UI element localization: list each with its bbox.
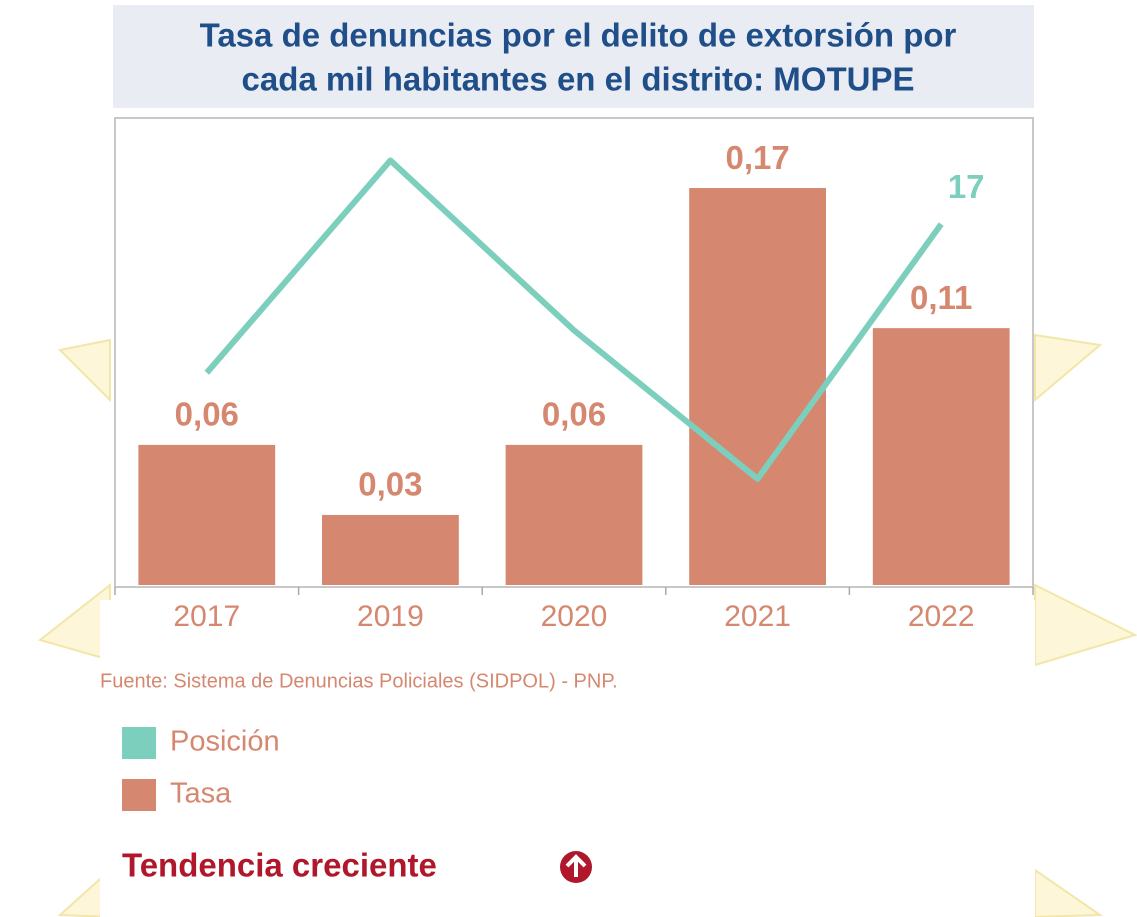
chart-title: cada mil habitantes en el distrito: MOTU… [242,61,915,98]
data-label: 0,17 [725,139,789,176]
data-label: 0,06 [542,396,606,433]
x-tick-label: 2017 [173,600,240,633]
trend-icon [560,851,592,883]
data-label: 0,03 [358,466,422,503]
bar [689,188,826,586]
x-tick-label: 2021 [724,600,791,633]
background-decoration [37,333,1137,917]
chart-title: Tasa de denuncias por el delito de extor… [200,17,957,54]
bar [872,328,1010,585]
x-tick-label: 2019 [357,600,424,633]
x-tick-label: 2020 [541,600,608,633]
legend-label: Tasa [170,778,232,810]
data-label: 0,11 [910,279,972,316]
data-label: 17 [948,168,985,205]
bar [505,444,643,585]
bar [138,444,276,585]
x-tick-label: 2022 [908,600,975,633]
line [204,157,944,482]
data-label: 0,06 [175,396,239,433]
legend-label: Posición [170,726,280,758]
legend-swatch [122,727,156,759]
title-box [113,5,1034,108]
trend-label: Tendencia creciente [122,847,437,884]
legend-swatch [122,779,156,811]
bar [322,514,459,585]
source-note: Fuente: Sistema de Denuncias Policiales … [100,670,618,692]
